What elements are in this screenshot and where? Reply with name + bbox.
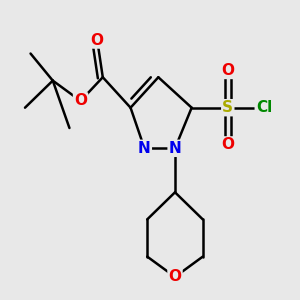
Text: O: O [169, 269, 182, 284]
Text: N: N [138, 141, 151, 156]
Text: Cl: Cl [256, 100, 272, 115]
Text: S: S [222, 100, 233, 115]
Text: O: O [91, 32, 104, 47]
Text: O: O [221, 63, 234, 78]
Text: N: N [169, 141, 182, 156]
Text: O: O [221, 137, 234, 152]
Text: O: O [74, 93, 87, 108]
